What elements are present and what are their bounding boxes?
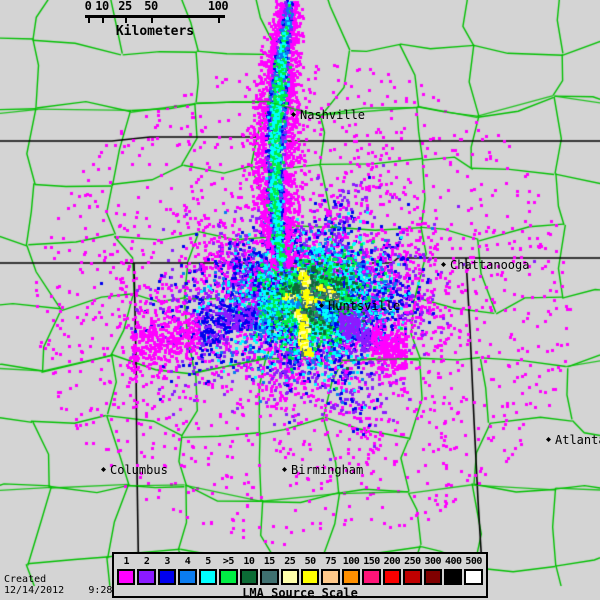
legend-color-swatch[interactable] bbox=[137, 569, 156, 585]
legend-swatch-row bbox=[116, 569, 484, 585]
legend-color-swatch[interactable] bbox=[219, 569, 238, 585]
legend-color-swatch[interactable] bbox=[382, 569, 402, 585]
legend-color-swatch[interactable] bbox=[341, 569, 361, 585]
legend-tick-label: 1 bbox=[123, 556, 129, 567]
legend-tick-label: 150 bbox=[363, 556, 380, 567]
legend-color-swatch[interactable] bbox=[362, 569, 381, 585]
legend-tick-label: 100 bbox=[342, 556, 360, 567]
legend-tick-label: 300 bbox=[424, 556, 442, 567]
legend-color-swatch[interactable] bbox=[260, 569, 279, 585]
legend-tick-row: 1 2 3 4 5 >5 10 15 25 50 75 100 150 200 250 300 400 500 bbox=[116, 555, 484, 569]
legend-color-swatch[interactable] bbox=[280, 569, 299, 585]
legend-tick-label: 200 bbox=[383, 556, 401, 567]
legend-color-swatch[interactable] bbox=[321, 569, 340, 585]
legend-color-swatch[interactable] bbox=[117, 569, 136, 585]
lma-source-scale-legend[interactable]: 1 2 3 4 5 >5 10 15 25 50 75 100 150 200 250 300 400 500 L… bbox=[112, 552, 488, 600]
legend-color-swatch[interactable] bbox=[157, 569, 177, 585]
legend-color-swatch[interactable] bbox=[403, 569, 422, 585]
legend-tick-label: >5 bbox=[222, 556, 235, 567]
legend-color-swatch[interactable] bbox=[198, 569, 218, 585]
legend-tick-label: 2 bbox=[143, 556, 150, 567]
legend-tick-label: 500 bbox=[465, 556, 482, 567]
legend-tick-label: 50 bbox=[304, 556, 317, 567]
legend-tick-label: 75 bbox=[325, 556, 337, 567]
legend-color-swatch[interactable] bbox=[300, 569, 320, 585]
legend-tick-label: 250 bbox=[404, 556, 421, 567]
legend-tick-label: 3 bbox=[164, 556, 170, 567]
legend-color-swatch[interactable] bbox=[444, 569, 463, 585]
legend-color-swatch[interactable] bbox=[178, 569, 197, 585]
legend-tick-label: 5 bbox=[205, 556, 211, 567]
legend-color-swatch[interactable] bbox=[464, 569, 483, 585]
legend-tick-label: 400 bbox=[444, 556, 462, 567]
legend-color-swatch[interactable] bbox=[239, 569, 259, 585]
legend-title: LMA Source Scale bbox=[242, 586, 358, 600]
legend-tick-label: 4 bbox=[184, 556, 191, 567]
legend-tick-label: 10 bbox=[243, 556, 255, 567]
legend-tick-label: 25 bbox=[284, 556, 296, 567]
legend-tick-label: 15 bbox=[263, 556, 276, 567]
legend-color-swatch[interactable] bbox=[423, 569, 442, 585]
